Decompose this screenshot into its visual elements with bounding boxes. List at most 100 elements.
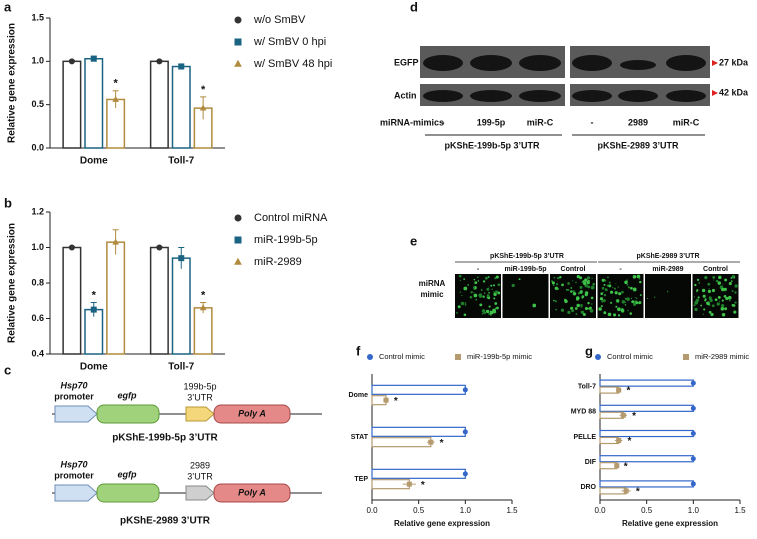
legend-label: w/ SmBV 0 hpi	[253, 36, 326, 48]
legend-marker	[234, 257, 242, 265]
fluorescence-spot	[464, 304, 467, 306]
promoter-gene: Hsp70	[60, 380, 87, 390]
fluorescence-spot	[716, 302, 720, 306]
band	[423, 55, 463, 71]
fluorescence-spot	[706, 301, 710, 306]
fluorescence-spot	[561, 283, 564, 287]
fluorescence-spot	[582, 280, 585, 283]
utr-label: 199b-5p	[183, 381, 216, 391]
legend-label: miR-2989	[254, 256, 302, 268]
band	[572, 90, 612, 102]
fluorescence-spot	[608, 281, 611, 284]
fluorescence-spot	[557, 276, 560, 280]
fluorescence-spot	[587, 301, 590, 305]
bar	[371, 384, 466, 395]
fluorescence-spot	[473, 288, 475, 290]
fluorescence-spot	[630, 286, 633, 290]
promoter-label: promoter	[54, 470, 94, 480]
fluorescence-spot	[603, 311, 607, 315]
fluorescence-spot	[720, 304, 725, 308]
fluorescence-spot	[482, 280, 486, 283]
fluorescence-spot	[495, 306, 499, 310]
fluorescence-spot	[604, 288, 608, 292]
fluorescence-spot	[490, 314, 492, 316]
y-axis-label: Relative gene expression	[7, 223, 18, 343]
bar	[84, 57, 104, 149]
bar	[599, 462, 618, 470]
fluorescence-spot	[580, 290, 583, 293]
fluorescence-spot	[696, 289, 699, 292]
fluorescence-spot	[620, 308, 625, 313]
panel-label: d	[410, 0, 418, 14]
fluorescence-spot	[614, 291, 618, 295]
size-label: 27 kDa	[719, 57, 749, 67]
panel-label: b	[4, 195, 12, 210]
fluorescence-spot	[590, 285, 595, 290]
fluorescence-spot	[586, 276, 591, 280]
bar	[371, 468, 466, 479]
fluorescence-spot	[601, 300, 604, 303]
band	[519, 90, 561, 102]
fluorescence-spot	[702, 313, 705, 315]
egfp-shape	[96, 483, 160, 503]
band	[620, 60, 656, 70]
size-arrow	[712, 90, 718, 96]
fluorescence-spot	[477, 280, 480, 282]
fluorescence-spot	[729, 300, 731, 302]
construct-panel: c Hsp70 promoter egfp 199b-5p 3’UTR Poly…	[4, 362, 322, 527]
x-tick-label: 0.5	[413, 506, 425, 515]
legend-marker	[234, 59, 242, 67]
fluorescence-spot	[456, 311, 458, 314]
y-tick-label: 1.0	[31, 56, 44, 66]
fluorescence-spot	[601, 278, 605, 282]
bar	[599, 429, 694, 438]
fluorescence-spot	[733, 276, 736, 279]
fluorescence-spot	[553, 284, 555, 287]
bar	[171, 65, 191, 149]
fluorescence-spot	[599, 297, 604, 301]
fluorescence-spot	[600, 292, 603, 296]
fluorescence-spot	[464, 302, 467, 304]
fluorescence-spot	[638, 278, 641, 280]
fluorescence-spot	[717, 281, 722, 285]
fluorescence-spot	[708, 310, 712, 314]
promoter-gene: Hsp70	[60, 459, 87, 469]
fluorescence-spot	[473, 286, 476, 289]
lane-label: miR-C	[673, 117, 700, 127]
fluorescence-spot	[592, 282, 596, 286]
fluorescence-spot	[625, 301, 627, 303]
marker	[690, 380, 696, 386]
significance: *	[627, 436, 631, 447]
fluorescence-spot	[493, 284, 496, 287]
y-tick-label: TEP	[354, 476, 368, 483]
y-tick-label: MYD 88	[571, 409, 596, 416]
legend-marker	[367, 354, 373, 360]
fluorescence-spot	[613, 313, 617, 317]
utr-label: 2989	[190, 460, 210, 470]
fluorescence-spot	[584, 278, 588, 282]
y-tick-label: 0.5	[31, 99, 44, 109]
fluorescence-spot	[647, 297, 649, 299]
y-tick-label: DRO	[580, 484, 596, 491]
y-tick-label: 0.0	[31, 142, 44, 152]
fluorescence-spot	[567, 282, 570, 285]
fluorescence-spot	[697, 296, 700, 299]
fluorescence-spot	[636, 274, 641, 279]
fluorescence-spot	[584, 293, 588, 297]
size-label: 42 kDa	[719, 87, 749, 97]
fluorescence-spot	[575, 297, 580, 301]
fluorescence-spot	[730, 277, 733, 279]
y-tick-label: 1.2	[31, 206, 44, 216]
lane-label: -	[591, 117, 594, 127]
fluorescence-spot	[574, 307, 578, 310]
x-tick-label: 1.0	[688, 506, 700, 515]
utr-label: 3’UTR	[187, 392, 213, 402]
fluorescence-spot	[733, 310, 737, 314]
micrograph	[502, 274, 549, 318]
fluorescence-spot	[696, 291, 698, 293]
fluorescence-spot	[551, 281, 555, 285]
fluorescence-spot	[631, 300, 635, 304]
fluorescence-spot	[627, 309, 629, 312]
legend-label: Control miRNA	[254, 212, 328, 224]
y-tick-label: PELLE	[573, 434, 596, 441]
